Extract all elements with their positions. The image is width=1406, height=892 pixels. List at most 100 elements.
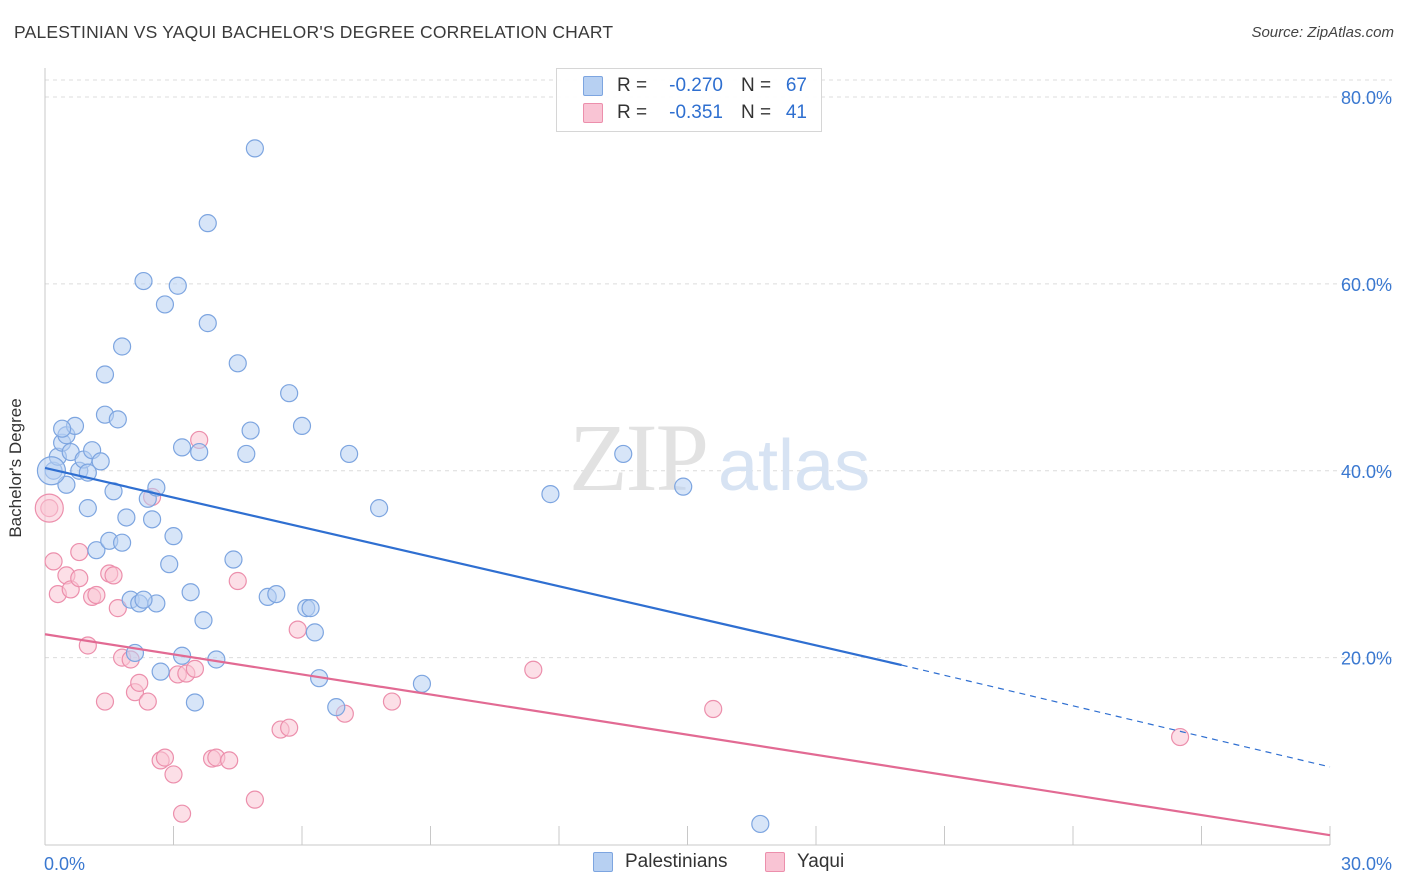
data-point-yaqui [228, 571, 247, 591]
data-point-yaqui [130, 673, 149, 692]
data-point-yaqui [34, 493, 64, 523]
legend-r-value: -0.351 [669, 102, 723, 123]
data-point-palestinians [237, 444, 256, 464]
legend-r-label: R = [617, 75, 648, 96]
data-point-palestinians [151, 662, 170, 681]
trendline-palestinians [44, 466, 902, 667]
data-point-palestinians [164, 527, 183, 546]
gridlines [45, 79, 1392, 659]
data-point-yaqui [382, 692, 402, 711]
data-point-yaqui [95, 692, 115, 711]
data-point-palestinians [327, 698, 346, 717]
chart-title: PALESTINIAN VS YAQUI BACHELOR'S DEGREE C… [14, 22, 614, 42]
data-point-palestinians [614, 444, 633, 464]
legend-item-palestinians[interactable]: Palestinians [593, 851, 727, 873]
watermark: ZIP atlas [569, 404, 870, 511]
data-point-palestinians [112, 337, 132, 356]
data-point-palestinians [190, 442, 209, 462]
data-point-palestinians [112, 533, 132, 552]
data-point-palestinians [340, 444, 359, 464]
data-point-palestinians [541, 485, 560, 504]
data-point-yaqui [108, 599, 127, 618]
y-axis-label: Bachelor's Degree [6, 398, 25, 538]
data-point-palestinians [117, 508, 136, 527]
source-credit: Source: ZipAtlas.com [1251, 24, 1394, 41]
legend-n-label: N = [741, 75, 772, 96]
legend-label-palestinians: Palestinians [625, 851, 728, 872]
series-legend: Palestinians Yaqui [0, 851, 1406, 877]
data-point-yaqui [185, 659, 205, 678]
y-tick-label: 60.0% [1341, 275, 1392, 295]
trendline-palestinians-projection [901, 664, 1331, 768]
trendline-yaqui [44, 633, 1331, 837]
data-points [34, 139, 1190, 834]
data-point-yaqui [220, 751, 239, 770]
watermark-atlas: atlas [718, 426, 870, 506]
data-point-yaqui [704, 699, 723, 719]
data-point-palestinians [305, 623, 324, 642]
data-point-palestinians [155, 295, 175, 314]
data-point-palestinians [134, 590, 153, 609]
trendlines [44, 466, 1331, 837]
data-point-palestinians [241, 421, 260, 440]
legend-row-yaqui: R = -0.351 N = 41 [583, 101, 807, 125]
data-point-palestinians [142, 510, 162, 529]
data-point-palestinians [91, 452, 110, 471]
data-point-palestinians [280, 384, 299, 403]
data-point-palestinians [108, 410, 127, 429]
data-point-palestinians [185, 693, 205, 712]
data-point-yaqui [138, 692, 157, 711]
data-point-yaqui [164, 765, 183, 784]
legend-label-yaqui: Yaqui [797, 851, 845, 872]
data-point-yaqui [44, 552, 63, 571]
data-point-palestinians [245, 139, 264, 158]
data-point-yaqui [87, 585, 106, 605]
data-point-yaqui [280, 718, 299, 737]
data-point-yaqui [288, 620, 307, 639]
data-point-palestinians [674, 477, 693, 496]
data-point-palestinians [181, 583, 200, 602]
legend-n-value: 67 [785, 75, 807, 96]
data-point-palestinians [194, 611, 213, 630]
y-tick-label: 40.0% [1341, 462, 1392, 482]
data-point-yaqui [70, 542, 89, 562]
data-point-yaqui [104, 566, 123, 585]
legend-r-label: R = [617, 102, 648, 123]
data-point-palestinians [751, 814, 770, 834]
data-point-palestinians [267, 584, 286, 604]
data-point-palestinians [301, 599, 320, 618]
data-point-palestinians [160, 555, 179, 574]
data-point-palestinians [95, 365, 115, 384]
x-tick-label: 30.0% [1341, 854, 1392, 874]
tick-labels: 20.0% 40.0% 60.0% 80.0% 0.0% 30.0% [44, 88, 1392, 874]
legend-swatch-yaqui [583, 103, 603, 123]
data-point-yaqui [70, 569, 89, 588]
data-point-palestinians [172, 438, 192, 457]
correlation-legend: R = -0.270 N = 67 R = -0.351 N = 41 [556, 68, 822, 132]
legend-item-yaqui[interactable]: Yaqui [765, 851, 844, 873]
data-point-palestinians [292, 416, 312, 435]
data-point-palestinians [87, 541, 106, 560]
legend-row-palestinians: R = -0.270 N = 67 [583, 74, 807, 98]
legend-n-value: 41 [785, 102, 807, 123]
legend-swatch-palestinians [583, 76, 603, 96]
data-point-palestinians [134, 271, 153, 291]
x-tick-label: 0.0% [44, 854, 85, 874]
data-point-palestinians [224, 550, 243, 569]
data-point-palestinians [198, 314, 217, 333]
legend-swatch-yaqui [765, 852, 785, 872]
y-tick-label: 20.0% [1341, 649, 1392, 669]
data-point-palestinians [53, 419, 72, 438]
data-point-palestinians [198, 214, 217, 233]
data-point-palestinians [36, 456, 67, 486]
data-point-palestinians [168, 276, 187, 295]
legend-swatch-palestinians [593, 852, 613, 872]
y-tick-label: 80.0% [1341, 88, 1392, 108]
data-point-yaqui [245, 790, 264, 809]
data-point-yaqui [172, 804, 192, 823]
data-point-palestinians [412, 674, 432, 693]
data-point-yaqui [524, 660, 543, 679]
legend-r-value: -0.270 [669, 75, 723, 96]
legend-n-label: N = [741, 102, 772, 123]
